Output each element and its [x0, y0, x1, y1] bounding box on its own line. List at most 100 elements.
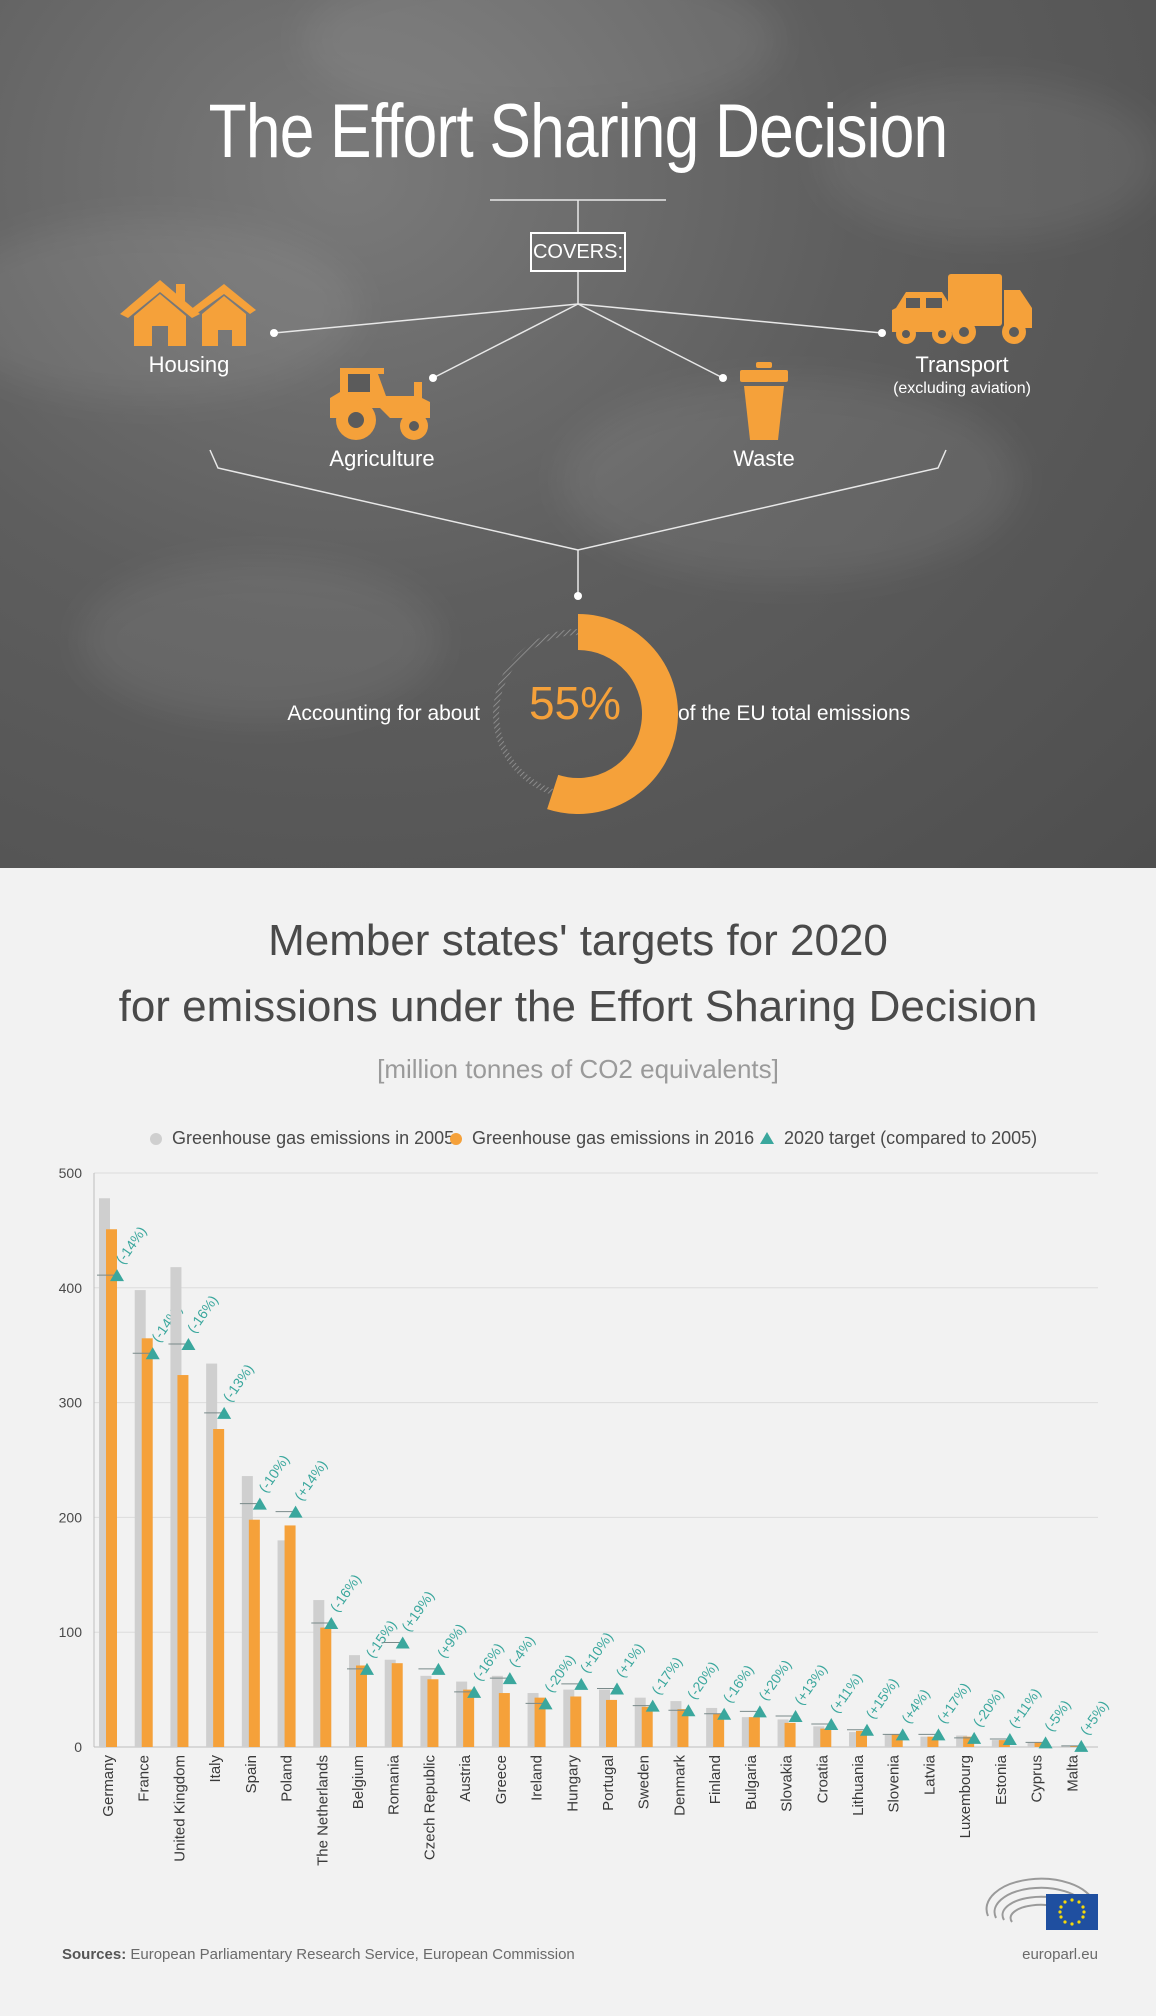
bar-2005 [170, 1267, 182, 1747]
bar-2016 [748, 1717, 760, 1747]
bar-2005 [277, 1540, 289, 1747]
target-marker [217, 1406, 232, 1419]
bar-2005 [884, 1734, 896, 1747]
target-marker [895, 1728, 910, 1741]
bar-2016 [606, 1699, 617, 1747]
cloud-decoration [0, 220, 360, 400]
category-label: Malta [1064, 1754, 1081, 1791]
target-label: (+15%) [862, 1675, 901, 1721]
covers-label: COVERS: [530, 232, 626, 272]
target-marker [824, 1718, 839, 1731]
bar-2016 [356, 1665, 367, 1747]
bar-2005 [206, 1363, 218, 1747]
legend-dot-2016 [450, 1133, 462, 1145]
target-marker [931, 1728, 946, 1741]
sources-note: Sources: European Parliamentary Research… [62, 1946, 575, 1963]
category-label: Italy [207, 1755, 224, 1783]
category-label: Slovakia [779, 1754, 796, 1811]
bar-2016 [320, 1627, 332, 1747]
bar-2005 [991, 1740, 1003, 1747]
target-label: (+14%) [291, 1457, 330, 1503]
target-marker [467, 1685, 482, 1698]
legend-item-target: 2020 target (compared to 2005) [760, 1126, 1037, 1150]
chart-title: Member states' targets for 2020 [268, 916, 888, 965]
target-marker [574, 1677, 589, 1690]
target-marker [538, 1697, 553, 1710]
target-marker [860, 1723, 874, 1736]
category-agriculture: Agriculture [329, 446, 435, 471]
bar-2005 [777, 1719, 789, 1747]
sources-text: European Parliamentary Research Service,… [130, 1946, 575, 1963]
target-label: (+19%) [398, 1588, 437, 1634]
bar-2016 [213, 1429, 225, 1747]
european-parliament-logo [985, 1877, 1098, 1930]
legend-label-target: 2020 target (compared to 2005) [784, 1128, 1038, 1148]
cloud-decoration [820, 80, 1156, 240]
housing-icon [120, 280, 256, 346]
target-marker [110, 1269, 124, 1282]
bar-2005 [134, 1290, 146, 1747]
target-label: (+9%) [434, 1621, 469, 1661]
target-label: (-16%) [327, 1571, 364, 1615]
category-label: Ireland [529, 1755, 546, 1801]
bar-2005 [491, 1675, 503, 1747]
tractor-icon [330, 368, 430, 440]
target-marker [1074, 1739, 1089, 1752]
category-label: Germany [100, 1755, 117, 1817]
site-url: europarl.eu [1022, 1946, 1098, 1963]
target-marker [788, 1710, 803, 1723]
transport-icon [892, 274, 1032, 344]
share-percentage: 55% [528, 677, 622, 729]
target-marker [252, 1497, 267, 1510]
bar-2005 [670, 1701, 682, 1747]
bar-2005 [813, 1726, 825, 1747]
bar-2005 [1027, 1742, 1039, 1747]
chart-title-line-2: for emissions under the Effort Sharing D… [118, 982, 1038, 1031]
cloud-decoration [560, 380, 1020, 580]
bar-2005 [1063, 1745, 1075, 1747]
bar-2016 [677, 1709, 689, 1747]
target-marker [431, 1662, 446, 1675]
category-housing: Housing [148, 352, 230, 377]
bar-2005 [313, 1600, 325, 1747]
category-transport: Transport [915, 352, 1009, 377]
bar-2005 [527, 1693, 539, 1747]
y-tick-label: 400 [59, 1280, 83, 1296]
target-label: (-20%) [541, 1652, 578, 1696]
bar-2005 [920, 1736, 932, 1747]
category-label: Denmark [671, 1755, 688, 1816]
target-label: (-20%) [684, 1658, 721, 1702]
bar-2005 [563, 1689, 575, 1747]
category-label: Estonia [993, 1754, 1010, 1805]
target-marker [288, 1505, 303, 1518]
target-marker [717, 1707, 732, 1720]
bar-2016 [534, 1697, 546, 1747]
category-label: Luxembourg [957, 1755, 974, 1838]
accounting-suffix: of the EU total emissions [678, 702, 911, 725]
bar-2016 [427, 1679, 439, 1747]
bar-2016 [391, 1663, 403, 1747]
legend-item-2016: Greenhouse gas emissions in 2016 [450, 1126, 754, 1150]
bar-2005 [849, 1732, 860, 1747]
category-label: Lithuania [850, 1754, 867, 1816]
connector-lines [209, 199, 947, 600]
legend-dot-2005 [150, 1133, 162, 1145]
legend-triangle-target [760, 1132, 774, 1144]
y-tick-label: 100 [59, 1624, 83, 1640]
target-marker [1002, 1732, 1017, 1745]
bar-2005 [241, 1476, 253, 1747]
target-label: (-14%) [112, 1223, 149, 1267]
category-transport-note: (excluding aviation) [893, 380, 1031, 397]
category-label: Hungary [564, 1755, 581, 1812]
target-marker [360, 1662, 374, 1675]
bar-2005 [599, 1689, 610, 1747]
bar-2016 [570, 1696, 582, 1747]
target-label: (+1%) [612, 1640, 647, 1680]
target-marker [502, 1672, 517, 1685]
target-label: (-4%) [505, 1633, 538, 1670]
target-label: (-10%) [255, 1452, 292, 1496]
target-label: (+11%) [1005, 1685, 1044, 1731]
bar-2005 [420, 1675, 432, 1747]
target-marker [967, 1731, 982, 1744]
bar-2005 [741, 1717, 753, 1747]
